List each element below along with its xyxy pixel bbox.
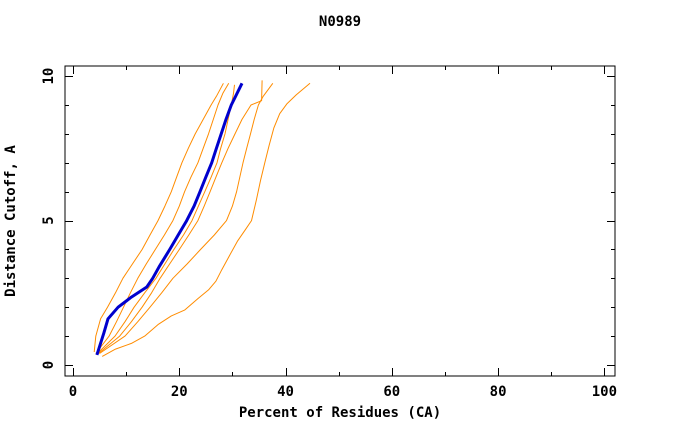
- y-tick-label: 0: [41, 361, 57, 369]
- curve-highlight-model: [95, 82, 244, 356]
- x-tick-label: 100: [592, 384, 617, 400]
- plot-tick-labels: 0 20 40 60 80 100 0 5 10: [41, 68, 617, 400]
- x-tick-label: 40: [277, 384, 294, 400]
- x-tick-label: 60: [383, 384, 400, 400]
- x-tick-label: 20: [171, 384, 188, 400]
- x-tick-label: 80: [490, 384, 507, 400]
- y-tick-label: 5: [41, 216, 57, 224]
- curve-model-6: [101, 82, 311, 357]
- curve-model-4: [98, 80, 263, 354]
- curve-model-2: [95, 83, 230, 354]
- plot-ticks: [65, 66, 615, 376]
- y-tick-label: 10: [41, 68, 57, 85]
- curve-model-3: [97, 84, 235, 354]
- plot-series: [93, 80, 311, 357]
- chart-title: N0989: [319, 14, 361, 30]
- plot-frame: [64, 65, 616, 377]
- x-tick-label: 0: [69, 384, 77, 400]
- curve-model-5: [99, 83, 274, 354]
- plot-border: [64, 65, 616, 377]
- x-axis-label: Percent of Residues (CA): [239, 405, 441, 421]
- curve-model-1: [93, 83, 224, 353]
- y-axis-label: Distance Cutoff, A: [3, 145, 19, 297]
